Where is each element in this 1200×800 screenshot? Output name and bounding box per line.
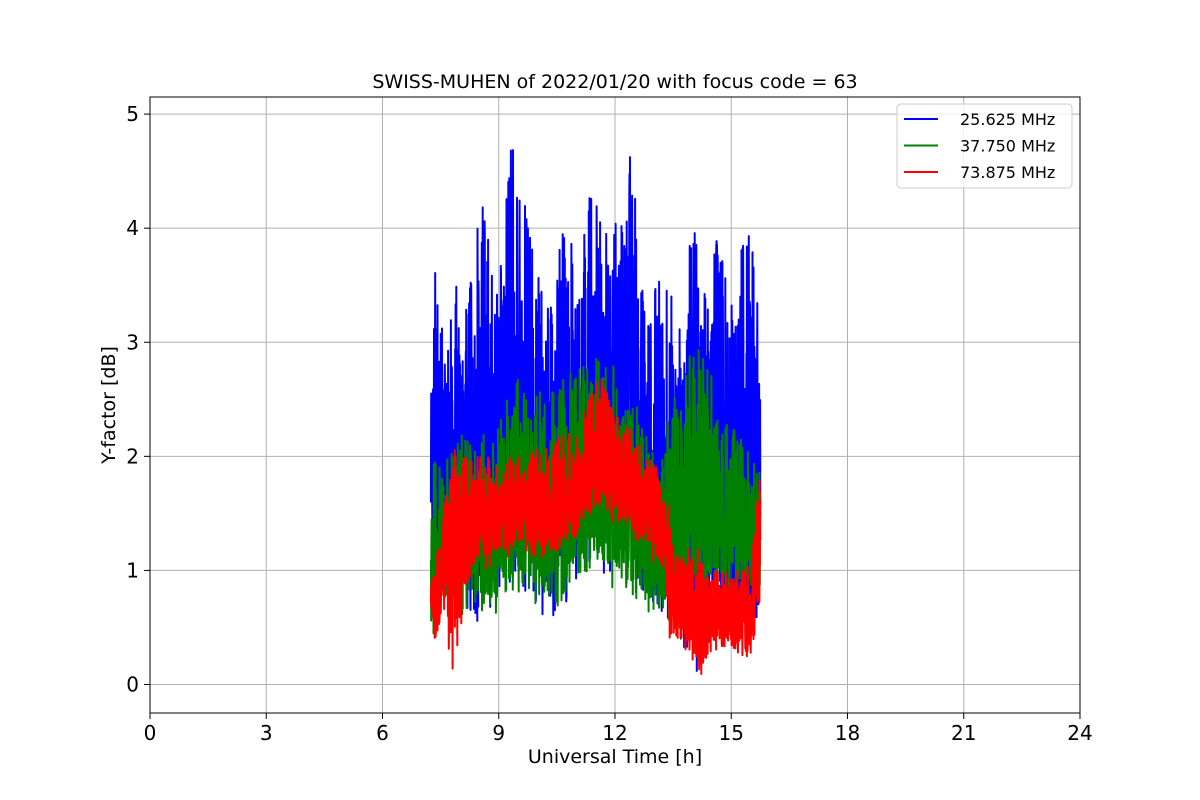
x-tick-label: 15 [719,721,744,745]
legend: 25.625 MHz 37.750 MHz 73.875 MHz [896,103,1073,189]
x-tick-label: 9 [492,721,505,745]
x-tick-label: 6 [376,721,389,745]
x-axis-label: Universal Time [h] [528,746,702,768]
y-tick-label: 4 [126,216,139,240]
plot-area [429,149,762,675]
y-tick-label: 3 [126,330,139,354]
y-tick-label: 1 [126,558,139,582]
x-tick-label: 12 [602,721,627,745]
x-tick-label: 0 [144,721,157,745]
legend-label-2: 37.750 MHz [960,137,1055,156]
y-axis-label: Y-factor [dB] [98,346,120,465]
y-tick-label: 0 [126,672,139,696]
legend-label-1: 25.625 MHz [960,110,1055,129]
legend-box [896,103,1073,189]
x-tick-label: 24 [1067,721,1092,745]
y-tick-label: 2 [126,444,139,468]
chart-title: SWISS-MUHEN of 2022/01/20 with focus cod… [372,71,857,93]
series-line-3 [429,378,762,675]
x-tick-label: 18 [835,721,860,745]
x-tick-label: 3 [260,721,273,745]
x-tick-label: 21 [951,721,976,745]
legend-label-3: 73.875 MHz [960,163,1055,182]
y-tick-label: 5 [126,102,139,126]
